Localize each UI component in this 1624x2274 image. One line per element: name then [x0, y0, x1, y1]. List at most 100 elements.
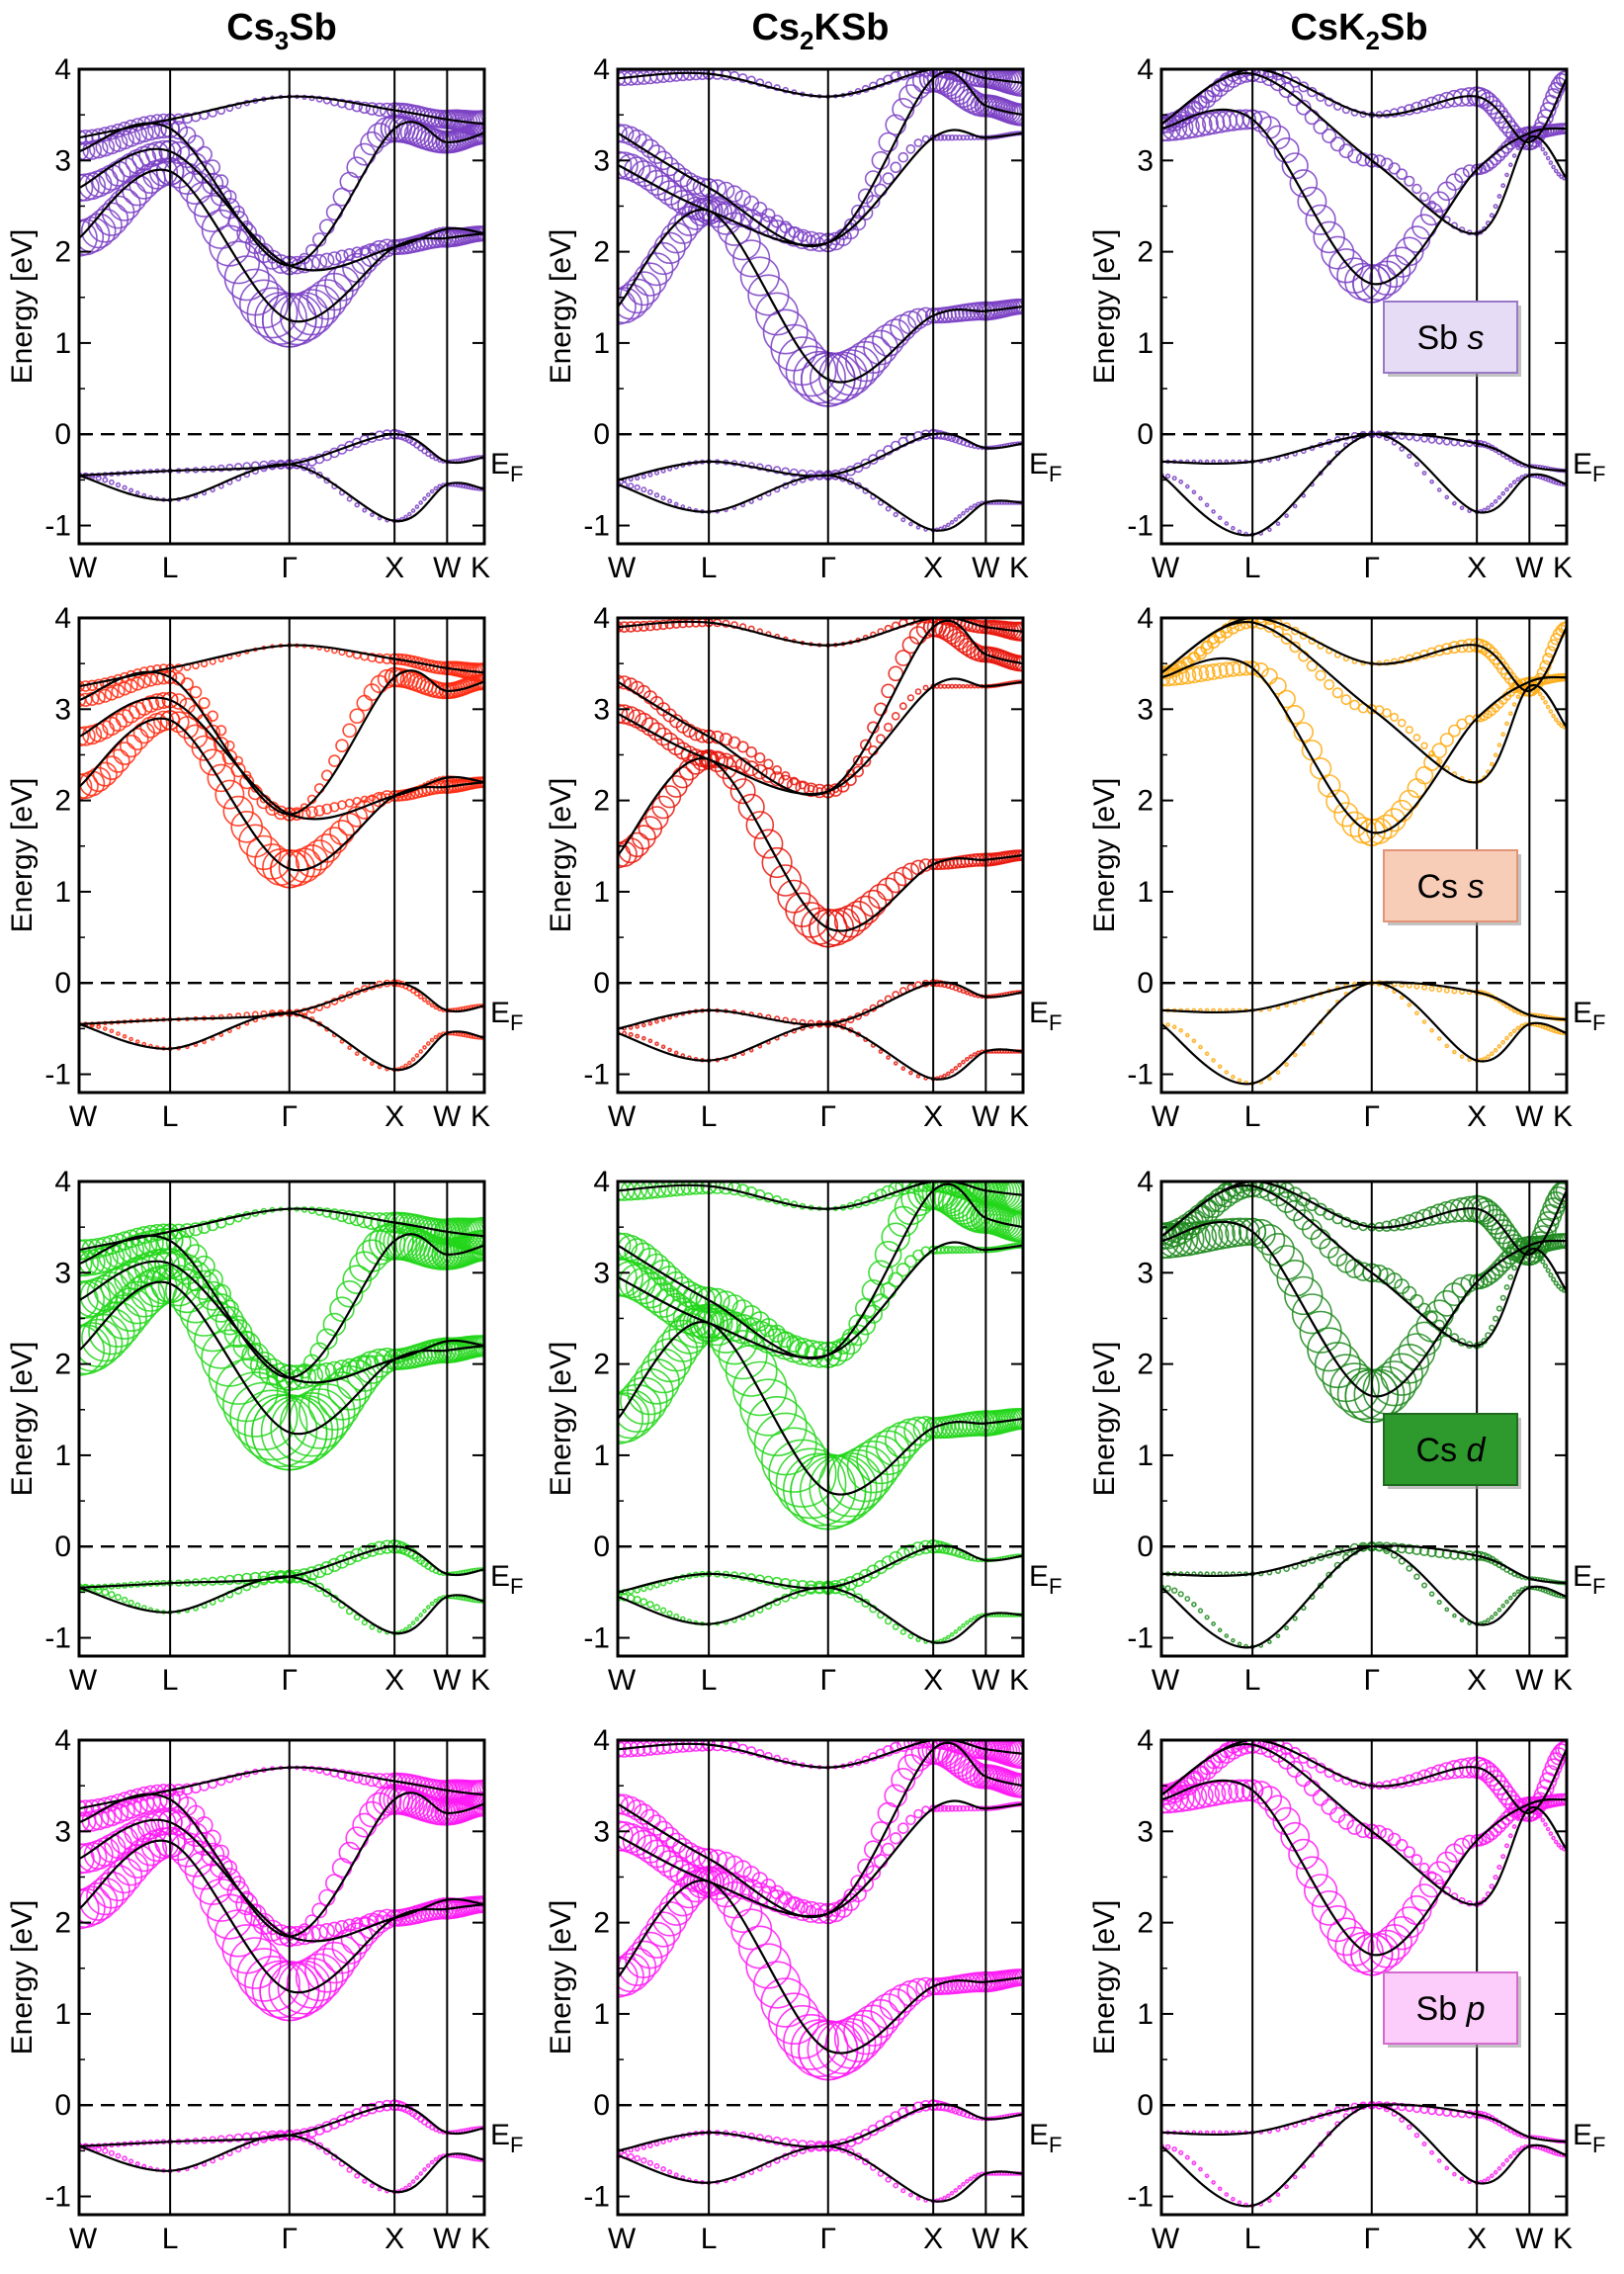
weight-marker: [350, 1547, 365, 1562]
weight-marker: [134, 1039, 140, 1044]
column-title: Cs2KSb: [751, 7, 889, 55]
weight-marker: [337, 812, 362, 836]
weight-marker: [1436, 986, 1443, 993]
weight-marker: [1493, 1611, 1498, 1617]
legend-box: [1383, 849, 1518, 922]
weight-marker: [953, 2188, 959, 2193]
weight-marker: [134, 1602, 141, 1609]
y-tick-label: 3: [1137, 1257, 1154, 1289]
weight-marker: [1204, 1218, 1236, 1250]
weight-marker: [322, 96, 331, 105]
weight-marker: [240, 1572, 253, 1585]
weight-marker: [370, 512, 375, 518]
weight-marker: [1508, 1595, 1513, 1601]
weight-marker: [164, 1268, 210, 1314]
weight-marker: [1496, 743, 1502, 747]
weight-marker: [789, 776, 799, 786]
weight-marker: [148, 693, 166, 711]
weight-marker: [782, 1452, 857, 1527]
weight-marker: [852, 2004, 895, 2047]
weight-marker: [673, 1181, 692, 1196]
k-point-label: Γ: [282, 1664, 299, 1697]
weight-marker: [673, 1050, 679, 1056]
weight-marker: [913, 1808, 923, 1819]
weight-marker: [207, 1893, 253, 1940]
band-line: [1161, 656, 1567, 834]
weight-marker: [753, 1412, 817, 1476]
weight-marker: [1493, 498, 1498, 504]
weight-marker: [302, 1354, 321, 1372]
weight-marker: [1292, 503, 1298, 509]
weight-marker: [437, 1596, 443, 1602]
weight-marker: [968, 683, 974, 689]
weight-marker: [746, 75, 756, 85]
weight-marker: [618, 1956, 644, 1996]
weight-marker: [433, 1005, 439, 1010]
weight-marker: [175, 716, 199, 740]
weight-marker: [368, 794, 377, 802]
weight-marker: [1386, 246, 1417, 278]
weight-marker: [1414, 1010, 1419, 1015]
weight-marker: [915, 1074, 921, 1079]
weight-marker: [351, 100, 364, 113]
weight-marker: [660, 468, 666, 474]
weight-marker: [637, 164, 664, 192]
weight-marker: [122, 2155, 128, 2161]
y-tick-label: 1: [54, 876, 71, 909]
weight-marker: [1306, 659, 1319, 672]
weight-marker: [1324, 678, 1335, 690]
weight-marker: [1540, 695, 1546, 701]
weight-marker: [225, 2134, 234, 2143]
weight-marker: [418, 1613, 424, 1618]
weight-marker: [321, 1207, 332, 1218]
y-tick-label: 1: [54, 327, 71, 360]
weight-marker: [785, 345, 837, 397]
weight-marker: [91, 167, 119, 195]
weight-marker: [640, 1585, 647, 1593]
weight-marker: [414, 1053, 420, 1058]
weight-marker: [362, 1056, 368, 1062]
y-tick-label: 1: [1137, 1440, 1154, 1472]
weight-marker: [403, 2185, 408, 2191]
weight-marker: [241, 1342, 270, 1370]
weight-marker: [331, 1928, 368, 1965]
weight-marker: [214, 737, 229, 752]
weight-marker: [1170, 1587, 1178, 1594]
weight-marker: [711, 1317, 758, 1365]
y-axis-label: Energy [eV]: [545, 229, 577, 385]
weight-marker: [421, 997, 427, 1003]
weight-marker: [955, 1246, 964, 1255]
weight-marker: [798, 781, 808, 790]
weight-marker: [295, 844, 329, 878]
k-point-label: Γ: [1364, 1664, 1381, 1697]
y-tick-label: 3: [54, 1257, 71, 1289]
weight-marker: [888, 1271, 903, 1288]
weight-marker: [1519, 475, 1524, 480]
weight-marker: [1515, 1589, 1521, 1595]
weight-marker: [913, 138, 923, 147]
weight-marker: [640, 1598, 648, 1607]
y-tick-label: 3: [54, 1815, 71, 1848]
weight-marker: [335, 249, 349, 263]
weight-marker: [1261, 1233, 1295, 1267]
weight-marker: [315, 1766, 324, 1775]
weight-marker: [225, 1774, 234, 1784]
k-point-label: W: [1515, 552, 1544, 584]
weight-marker: [1211, 509, 1216, 514]
weight-marker: [1402, 1285, 1417, 1301]
weight-marker: [898, 702, 907, 711]
weight-marker: [252, 1912, 276, 1935]
weight-marker: [1178, 1028, 1183, 1033]
y-tick-label: 4: [1137, 602, 1154, 635]
weight-marker: [1420, 742, 1428, 749]
weight-marker: [318, 1922, 335, 1940]
weight-marker: [791, 1898, 814, 1921]
band-line: [79, 1233, 484, 1379]
weight-marker: [976, 501, 982, 507]
weight-marker: [824, 2018, 877, 2069]
weight-marker: [295, 1953, 344, 2002]
weight-marker: [214, 779, 245, 810]
weight-marker: [641, 2157, 647, 2164]
weight-marker: [108, 1591, 116, 1599]
weight-marker: [646, 144, 667, 164]
